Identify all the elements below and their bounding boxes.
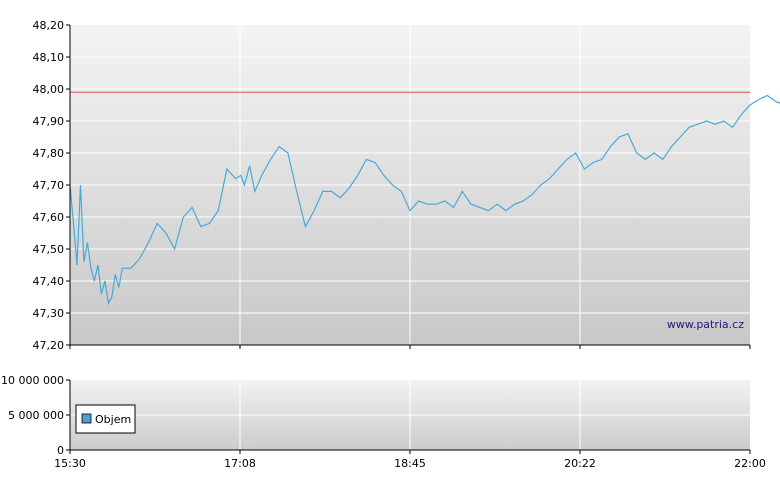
x-tick-label: 17:08: [224, 457, 256, 470]
legend: Objem: [75, 404, 136, 434]
price-y-tick-label: 47,30: [33, 307, 65, 320]
price-y-tick-label: 47,70: [33, 179, 65, 192]
legend-swatch: [81, 413, 92, 424]
volume-y-tick-label: 10 000 000: [1, 374, 64, 387]
volume-y-axis: 10 000 000 5 000 000 0: [1, 374, 70, 457]
price-y-tick-label: 48,20: [33, 19, 65, 32]
price-x-ticks: [69, 345, 751, 349]
volume-y-tick-label: 5 000 000: [8, 409, 64, 422]
price-y-tick-label: 47,90: [33, 115, 65, 128]
price-grid: [70, 25, 750, 345]
price-line: [69, 94, 780, 306]
price-y-tick-label: 48,10: [33, 51, 65, 64]
volume-grid: [70, 380, 750, 450]
price-y-tick-label: 48,00: [33, 83, 65, 96]
price-y-tick-label: 47,40: [33, 275, 65, 288]
x-tick-label: 22:00: [734, 457, 766, 470]
price-y-tick-label: 47,20: [33, 339, 65, 352]
price-y-tick-label: 47,50: [33, 243, 65, 256]
price-y-axis: 48,20 48,10 48,00 47,90 47,80 47,70 47,60 47,50…: [33, 19, 70, 352]
x-tick-label: 15:30: [54, 457, 86, 470]
volume-x-ticks: 15:30 17:08 18:45 20:22 22:00: [54, 450, 766, 470]
price-panel: 48,20 48,10 48,00 47,90 47,80 47,70 47,60 47,50…: [33, 19, 780, 352]
x-tick-label: 18:45: [394, 457, 426, 470]
x-tick-label: 20:22: [564, 457, 596, 470]
legend-label: Objem: [95, 413, 131, 426]
watermark: www.patria.cz: [667, 318, 744, 331]
price-y-tick-label: 47,80: [33, 147, 65, 160]
volume-panel: 10 000 000 5 000 000 0 15:30 17:08 18:45 20:2…: [1, 374, 766, 470]
volume-y-tick-label: 0: [57, 444, 64, 457]
price-y-tick-label: 47,60: [33, 211, 65, 224]
